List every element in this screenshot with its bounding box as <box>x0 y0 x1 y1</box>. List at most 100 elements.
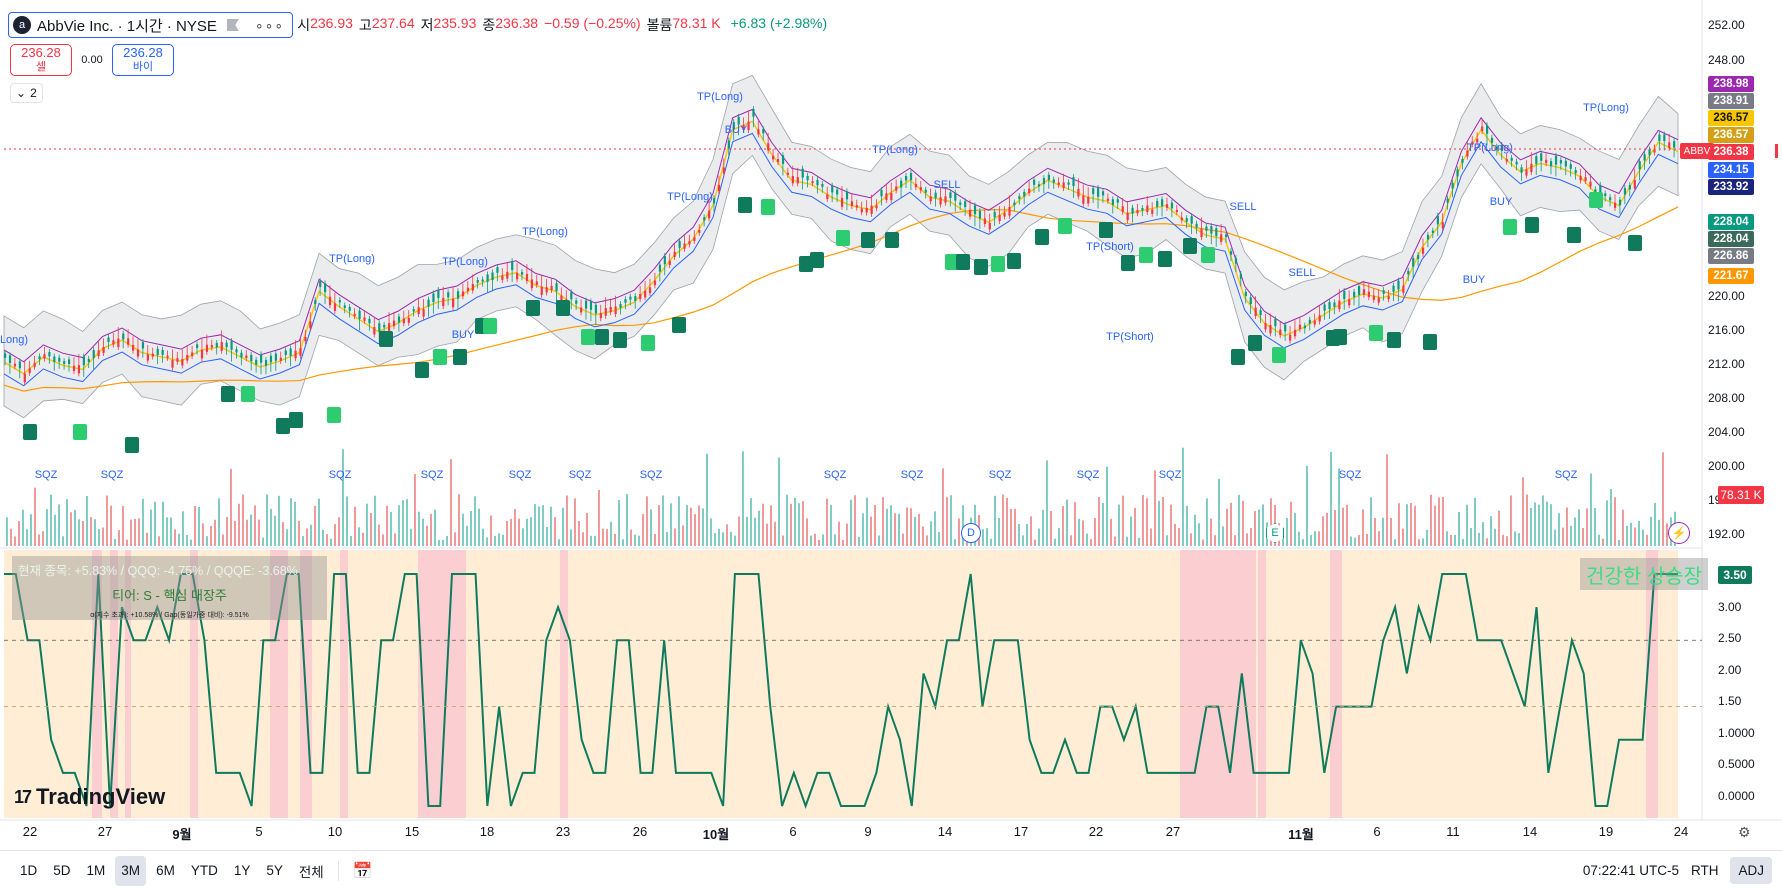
sell-button[interactable]: 236.28 셀 <box>10 44 72 76</box>
candle-body <box>900 180 903 188</box>
candle-body <box>511 261 514 271</box>
candle-body <box>269 355 273 363</box>
timeframe-button[interactable]: YTD <box>190 863 218 878</box>
volume-bar <box>722 532 724 546</box>
volume-bar <box>414 474 416 546</box>
volume-bar <box>1050 511 1052 546</box>
volume-bar <box>110 505 112 546</box>
volume-bar <box>470 510 472 546</box>
close-label: 종 <box>482 17 496 33</box>
signal-l-marker <box>125 437 139 453</box>
candle-body <box>599 313 602 319</box>
volume-bar <box>770 505 772 546</box>
trade-signal-label: SELL <box>1230 201 1257 213</box>
volume-bar <box>810 535 812 546</box>
bolt-icon[interactable]: ⚡ <box>1668 522 1690 544</box>
adjust-button[interactable]: ADJ <box>1730 857 1772 884</box>
flag-icon[interactable] <box>226 19 239 31</box>
candle-body <box>1663 134 1666 142</box>
symbol-search-box[interactable]: a AbbVie Inc. · 1시간 · NYSE ∘∘∘ <box>8 12 294 38</box>
volume-bar <box>586 512 588 546</box>
timeframe-button[interactable]: 5D <box>53 863 71 878</box>
timeframe-button[interactable]: 1Y <box>233 863 251 878</box>
volume-bar <box>1234 535 1236 546</box>
time-axis[interactable]: 22 27 9월 5 10 15 18 23 26 10월 6 9 14 17 22 27 11월 6 11 14 19… <box>0 820 1702 844</box>
volume-bar <box>1218 478 1220 546</box>
oscillator-tick-label: 3.00 <box>1718 600 1742 614</box>
signal-l-marker <box>1567 227 1581 243</box>
volume-bar <box>1202 539 1204 546</box>
tp-label: TP(Long) <box>1583 102 1629 114</box>
open-label: 시 <box>297 17 311 33</box>
volume-bar <box>170 517 172 546</box>
volume-bar <box>1398 503 1400 546</box>
volume-bar <box>794 497 796 546</box>
price-tick-label: 216.00 <box>1708 323 1745 337</box>
signal-l-marker <box>595 329 609 345</box>
volume-bar <box>62 536 64 546</box>
volume-bar <box>1566 507 1568 546</box>
volume-bar <box>670 503 672 546</box>
candle-body <box>836 189 839 195</box>
clock-text[interactable]: 07:22:41 UTC-5 <box>1582 863 1679 878</box>
volume-bar <box>194 506 196 546</box>
indicators-toggle-button[interactable]: ⌄ 2 <box>10 83 43 103</box>
timeframe-button[interactable]: 3M <box>115 855 147 886</box>
candle-body <box>772 155 775 160</box>
candle-body <box>28 368 31 373</box>
buy-button[interactable]: 236.28 바이 <box>112 44 174 76</box>
volume-bar <box>474 496 476 546</box>
volume-bar <box>482 528 484 546</box>
chart-settings-icon[interactable]: ⚙ <box>1738 824 1751 840</box>
earnings-badge[interactable]: E <box>1266 523 1284 543</box>
session-button[interactable]: RTH <box>1690 863 1719 878</box>
candle-body <box>289 348 292 356</box>
volume-bar <box>874 504 876 546</box>
timeframe-button[interactable]: 1D <box>20 863 38 878</box>
volume-bar <box>38 534 40 546</box>
toolbar-divider <box>337 860 339 881</box>
candle-body <box>205 344 209 352</box>
timeframe-button[interactable]: 5Y <box>266 863 283 878</box>
signal-l-marker <box>327 407 341 423</box>
time-tick-label: 17 <box>1013 824 1029 839</box>
chart-canvas[interactable]: Long) TP(Long) TP(Long) TP(Long) TP(Long) TP(… <box>0 0 1782 850</box>
candle-body <box>58 357 61 362</box>
candle-body <box>230 341 233 350</box>
volume-bar <box>726 524 728 546</box>
brand-name: TradingView <box>36 784 166 809</box>
timeframe-button[interactable]: 1M <box>86 863 106 878</box>
volume-bar <box>1306 465 1308 546</box>
candle-body <box>540 286 543 295</box>
candle-body <box>1599 184 1602 194</box>
candle-body <box>87 358 90 362</box>
timeframe-button[interactable]: 6M <box>156 863 175 878</box>
candle-body <box>1648 149 1651 156</box>
volume-bar <box>462 513 464 546</box>
volume-bar <box>118 530 120 546</box>
volume-bar <box>986 528 988 546</box>
candle-body <box>1165 204 1169 208</box>
volume-bar <box>1638 520 1640 546</box>
dividend-badge[interactable]: D <box>961 523 981 543</box>
calendar-range-icon[interactable]: 📅 <box>352 862 373 880</box>
candle-body <box>1525 169 1528 176</box>
price-axis[interactable]: 252.00 248.00 220.00 216.00 212.00 208.00 204.… <box>1702 0 1782 820</box>
more-options-icon[interactable]: ∘∘∘ <box>254 16 285 33</box>
timeframe-button[interactable]: 전체 <box>298 864 324 880</box>
candle-body <box>1628 185 1631 190</box>
tradingview-logo[interactable]: 17 TradingView <box>14 784 165 810</box>
volume-bar <box>438 539 440 546</box>
volume-bar <box>102 527 104 546</box>
candle-body <box>461 291 465 297</box>
candle-body <box>186 355 189 361</box>
volume-bar <box>1038 528 1040 546</box>
volume-bar <box>486 537 488 546</box>
indicators-count: 2 <box>30 86 37 100</box>
candle-body <box>1190 216 1193 224</box>
candle-body <box>1018 196 1021 199</box>
volume-bar <box>402 500 404 546</box>
volume-bar <box>86 496 88 546</box>
candle-body <box>77 365 81 374</box>
signal-l-marker <box>23 424 37 440</box>
